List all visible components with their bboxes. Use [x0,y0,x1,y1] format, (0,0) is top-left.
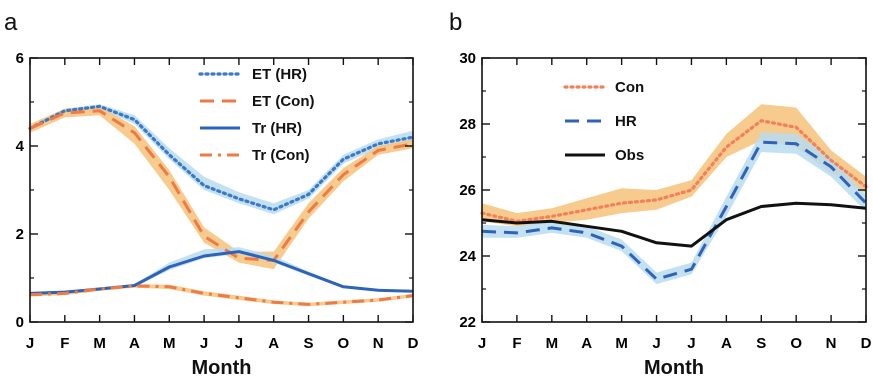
y-tick-label: 22 [459,314,476,331]
x-tick-label: J [652,335,660,352]
y-tick-label: 26 [459,182,476,199]
panel-letter: b [449,9,462,36]
x-tick-label: N [826,335,837,352]
uncertainty-band-1 [30,106,413,270]
x-tick-label: M [546,335,559,352]
legend-label-0: ET (HR) [252,66,307,83]
panel-letter: a [4,9,18,36]
legend-label-2: Tr (HR) [252,120,302,137]
y-tick-label: 0 [16,314,24,331]
x-tick-label: J [200,335,208,352]
x-tick-label: O [790,335,802,352]
x-tick-label: M [615,335,628,352]
x-tick-label: A [129,335,140,352]
series-line-3 [29,284,414,306]
legend-label-1: ET (Con) [252,93,314,110]
series-line-2 [29,250,414,295]
x-tick-label: D [408,335,419,352]
uncertainty-band-0 [30,104,413,215]
x-tick-label: A [581,335,592,352]
series-line-0 [480,119,868,223]
y-tick-label: 24 [459,248,476,265]
x-tick-label: J [687,335,695,352]
x-tick-label: D [861,335,872,352]
x-tick-label: J [26,335,34,352]
uncertainty-band-0 [482,104,866,227]
y-tick-label: 28 [459,116,476,133]
series-line-2 [481,201,867,248]
x-tick-label: S [304,335,314,352]
x-tick-label: A [721,335,732,352]
x-tick-label: F [60,335,69,352]
legend-label-2: Obs [615,147,644,164]
chart-panel-a: a J F M A M J J A S O N D 0 2 4 6 Month ET (HR) ET (Con) Tr … [4,9,419,377]
x-tick-label: M [93,335,106,352]
series-line-0 [28,104,415,212]
y-tick-label: 30 [459,50,476,67]
legend-label-3: Tr (Con) [252,147,310,164]
x-axis-label: Month [192,357,252,377]
legend-label-0: Con [615,79,644,96]
legend-label-1: HR [615,113,637,130]
x-tick-label: A [268,335,279,352]
x-tick-label: O [338,335,350,352]
x-tick-label: J [478,335,486,352]
x-tick-label: N [373,335,384,352]
x-axis-label: Month [644,357,704,377]
uncertainty-band-1 [482,132,866,285]
y-tick-label: 4 [16,138,25,155]
x-tick-label: J [235,335,243,352]
chart-panel-b: b J F M A M J J A S O N D 22 24 26 28 30 Month Con HR Obs [449,9,872,377]
y-tick-label: 6 [16,50,24,67]
series-line-1 [29,109,414,262]
x-tick-label: M [163,335,176,352]
x-tick-label: F [512,335,521,352]
y-tick-label: 2 [16,226,24,243]
x-tick-label: S [756,335,766,352]
series-line-1 [481,140,868,281]
